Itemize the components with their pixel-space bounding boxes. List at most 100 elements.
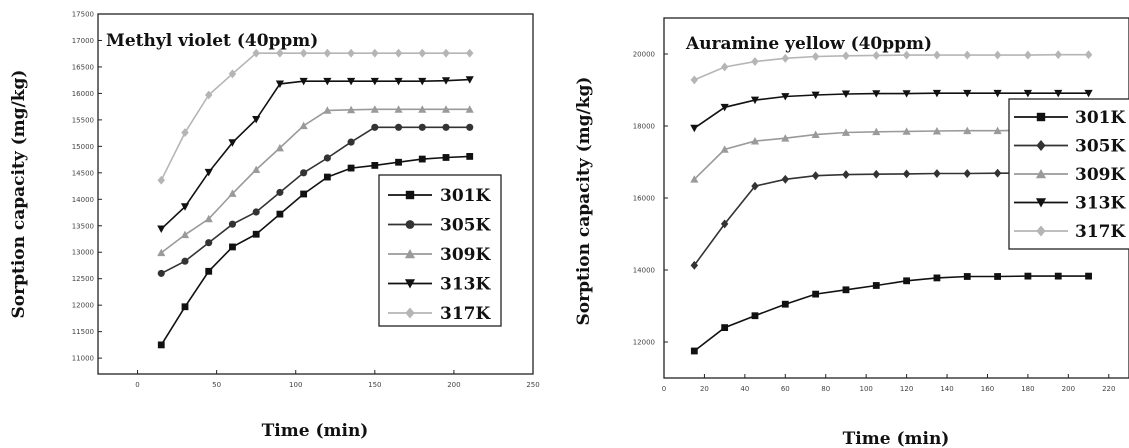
legend-marker [1035, 168, 1047, 179]
data-point-313K [394, 77, 403, 86]
data-point-301K [300, 190, 308, 198]
y-tick-label: 16000 [633, 195, 655, 203]
y-tick-label: 14000 [72, 196, 94, 204]
series-line-313K [693, 92, 1089, 129]
data-point-313K [323, 77, 332, 86]
data-point-313K [418, 77, 427, 86]
data-point-313K [963, 89, 972, 98]
y-axis-title: Sorption capacity (mg/kg) [9, 70, 29, 319]
data-point-309K [441, 105, 451, 113]
data-point-313K [275, 80, 284, 88]
x-tick-label: 200 [447, 381, 460, 389]
legend-label: 301K [440, 186, 491, 206]
data-point-309K [781, 134, 790, 142]
legend-label: 309K [440, 245, 491, 265]
data-point-313K [347, 77, 356, 86]
data-point-317K [1054, 50, 1062, 60]
data-point-309K [275, 143, 284, 152]
data-point-317K [720, 62, 729, 72]
legend-marker [405, 220, 415, 229]
series-line-317K [693, 53, 1089, 81]
x-tick-label: 0 [662, 385, 666, 393]
data-point-305K [811, 171, 820, 181]
data-point-309K [157, 248, 166, 257]
x-tick-label: 200 [1062, 385, 1075, 393]
data-point-317K [811, 52, 820, 61]
x-axis-title: Time (min) [262, 421, 369, 441]
data-point-301K [276, 210, 284, 218]
legend-label: 317K [1075, 222, 1126, 242]
data-point-313K [370, 77, 379, 86]
data-point-313K [872, 90, 881, 98]
data-point-301K [781, 300, 789, 308]
legend-label: 301K [1075, 108, 1126, 128]
data-point-317K [299, 48, 308, 58]
data-point-301K [933, 274, 941, 282]
data-point-309K [252, 165, 261, 174]
y-tick-label: 14000 [633, 267, 655, 275]
data-point-317K [252, 48, 260, 58]
data-point-317K [418, 48, 427, 58]
data-point-317K [1084, 50, 1093, 60]
data-point-301K [994, 273, 1001, 280]
x-tick-label: 140 [940, 385, 953, 393]
data-point-313K [1084, 89, 1093, 98]
legend-marker [405, 190, 415, 200]
data-point-313K [1023, 89, 1032, 98]
data-point-305K [963, 169, 972, 178]
data-point-301K [903, 277, 911, 285]
data-point-305K [720, 219, 729, 229]
data-point-309K [993, 126, 1002, 135]
x-tick-label: 40 [740, 385, 749, 393]
data-point-317K [933, 50, 941, 60]
data-point-313K [157, 225, 166, 234]
data-point-301K [347, 164, 355, 172]
data-point-317K [993, 50, 1002, 60]
data-point-305K [205, 239, 213, 247]
x-axis: 0 20 40 60 80 100 120 140 160 180 200 220 [662, 374, 1115, 393]
legend-marker [1036, 112, 1046, 122]
data-point-317K [963, 50, 972, 60]
legend-box [378, 174, 502, 327]
data-point-309K [963, 126, 972, 135]
data-point-313K [993, 89, 1002, 98]
legend-label: 305K [1075, 137, 1126, 157]
y-tick-label: 14500 [72, 169, 94, 177]
data-point-313K [180, 203, 190, 211]
data-point-309K [299, 121, 308, 130]
data-point-317K [181, 128, 189, 138]
y-tick-label: 11500 [72, 328, 94, 336]
plot-frame [97, 13, 534, 375]
series-line-309K [160, 108, 470, 254]
data-point-305K [933, 169, 941, 178]
y-axis: 12000 14000 16000 18000 20000 [633, 51, 668, 347]
y-tick-label: 12000 [633, 339, 655, 347]
data-points [157, 48, 474, 349]
data-point-305K [181, 257, 189, 265]
data-point-313K [932, 89, 942, 98]
data-point-305K [418, 123, 426, 131]
data-point-309K [394, 105, 403, 113]
chart-methyl-violet: Methyl violet (40ppm) 0 50 100 150 200 250 11… [9, 11, 540, 442]
legend-label: 309K [1075, 165, 1126, 185]
data-point-313K [841, 90, 851, 99]
legend-label: 313K [1075, 194, 1126, 214]
data-point-317K [690, 75, 699, 85]
data-point-301K [252, 230, 260, 238]
y-tick-label: 17500 [72, 11, 94, 19]
series-line-313K [160, 78, 470, 230]
data-point-309K [811, 130, 820, 139]
data-point-313K [902, 90, 911, 98]
data-point-305K [781, 174, 790, 184]
data-points [690, 50, 1093, 355]
y-tick-label: 13000 [72, 249, 94, 257]
legend-marker [1036, 225, 1046, 237]
data-point-301K [690, 347, 698, 355]
x-tick-label: 100 [859, 385, 872, 393]
data-point-317K [394, 48, 403, 58]
data-point-313K [781, 93, 790, 101]
legend-marker [404, 279, 416, 289]
y-tick-label: 12000 [72, 302, 94, 310]
y-axis-title: Sorption capacity (mg/kg) [574, 77, 594, 326]
data-point-309K [228, 189, 237, 197]
